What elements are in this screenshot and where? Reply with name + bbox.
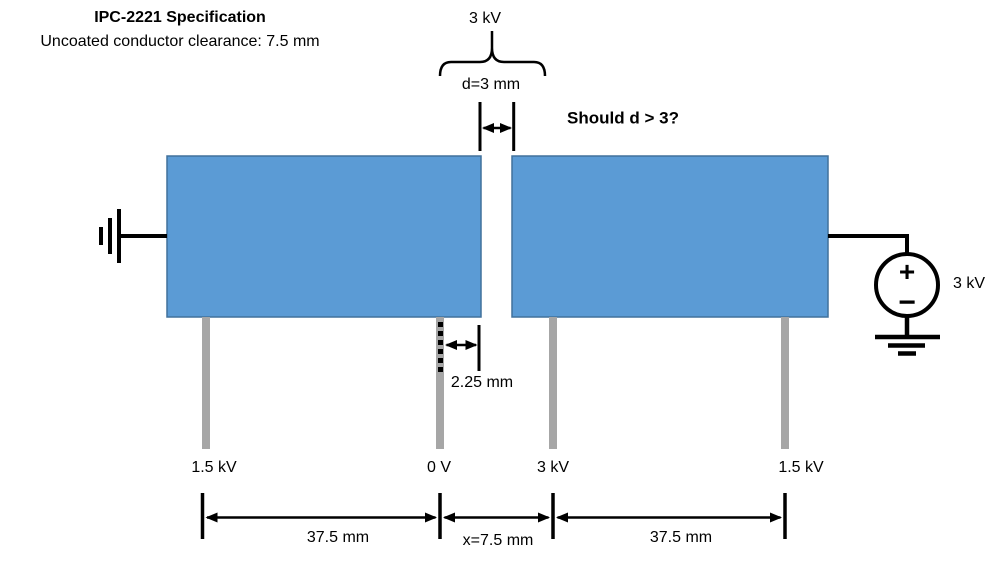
top-voltage-label: 3 kV [468,10,502,28]
right-conductor-plane [511,155,829,318]
source-voltage-label: 3 kV [952,275,986,293]
pin-voltage-label-1: 1.5 kV [191,459,237,477]
page-subtitle: Uncoated conductor clearance: 7.5 mm [40,33,320,50]
dimension-label-3: 37.5 mm [649,529,713,547]
pin-voltage-label-2: 0 V [426,459,452,477]
question-label: Should d > 3? [567,108,679,128]
left-conductor-plane [166,155,482,318]
voltage-source-icon: + − [828,234,940,356]
pin-voltage-label-4: 1.5 kV [778,459,824,477]
earth-ground-icon [99,209,167,263]
plus-icon: + [899,256,915,287]
spec-header: IPC-2221 Specification Uncoated conducto… [10,6,350,54]
earth-ground-icon [875,316,940,356]
source-wire [828,234,909,254]
pin-voltage-label-3: 3 kV [536,459,570,477]
gap-distance-label: d=3 mm [461,76,521,94]
curly-brace-icon [438,31,547,77]
creepage-label: 2.25 mm [450,374,514,392]
minus-icon: − [898,286,916,319]
page-title: IPC-2221 Specification [94,9,266,26]
dimension-label-2: x=7.5 mm [462,532,534,550]
dimension-label-1: 37.5 mm [306,529,370,547]
